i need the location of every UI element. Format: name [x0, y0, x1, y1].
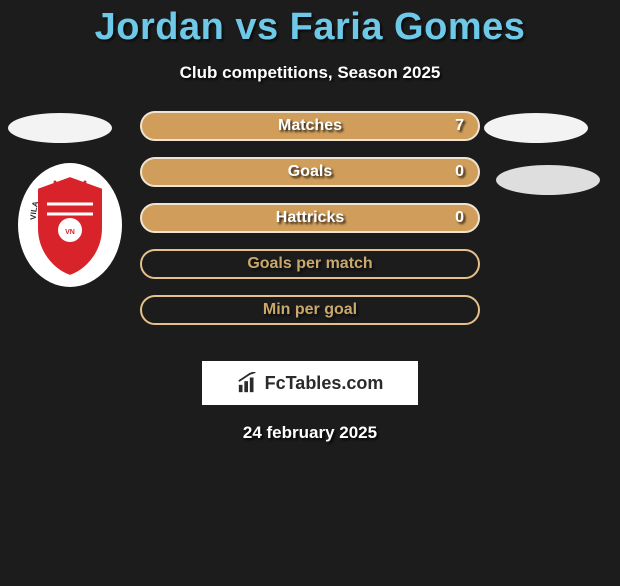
- bar-label: Goals: [288, 163, 332, 181]
- bar-goals: Goals 0: [140, 157, 480, 187]
- bar-label: Matches: [278, 117, 342, 135]
- bar-value: 0: [455, 163, 464, 181]
- vila-nova-crest-icon: VN VILA NOVA F.C.: [25, 170, 115, 280]
- stat-bars: Matches 7 Goals 0 Hattricks 0 Goals per …: [140, 111, 480, 341]
- bar-min-per-goal: Min per goal: [140, 295, 480, 325]
- bar-label: Hattricks: [276, 209, 344, 227]
- bar-label: Goals per match: [247, 255, 372, 273]
- brand-text: FcTables.com: [265, 373, 384, 394]
- bar-chart-icon: [237, 372, 259, 394]
- bar-value: 0: [455, 209, 464, 227]
- date-label: 24 february 2025: [0, 423, 620, 443]
- page-title: Jordan vs Faria Gomes: [0, 6, 620, 49]
- comparison-area: VN VILA NOVA F.C. Matches 7 Goals 0 Hatt…: [0, 113, 620, 353]
- bar-value: 7: [455, 117, 464, 135]
- player-left-photo-placeholder: [8, 113, 112, 143]
- bar-matches: Matches 7: [140, 111, 480, 141]
- brand-badge: FcTables.com: [202, 361, 418, 405]
- bar-goals-per-match: Goals per match: [140, 249, 480, 279]
- subtitle: Club competitions, Season 2025: [0, 63, 620, 83]
- player-right-club-placeholder: [496, 165, 600, 195]
- player-right-photo-placeholder: [484, 113, 588, 143]
- bar-hattricks: Hattricks 0: [140, 203, 480, 233]
- bar-label: Min per goal: [263, 301, 357, 319]
- player-left-club-crest: VN VILA NOVA F.C.: [18, 163, 122, 287]
- svg-text:VN: VN: [65, 229, 75, 236]
